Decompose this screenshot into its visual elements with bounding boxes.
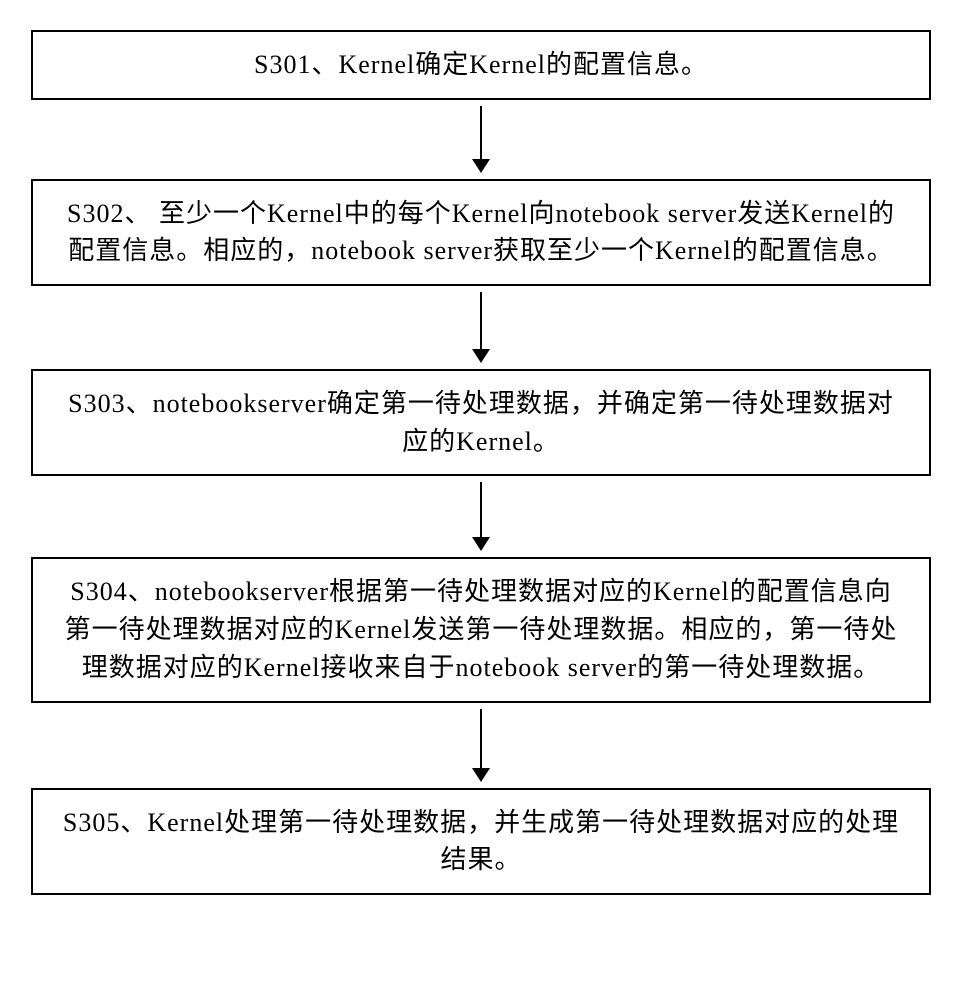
step-box-s304: S304、notebookserver根据第一待处理数据对应的Kernel的配置… — [31, 557, 931, 702]
arrow-icon — [472, 482, 490, 551]
step-text: S304、notebookserver根据第一待处理数据对应的Kernel的配置… — [65, 577, 898, 681]
arrow-line — [480, 106, 482, 160]
arrow-head-icon — [472, 768, 490, 782]
step-box-s302: S302、 至少一个Kernel中的每个Kernel向notebook serv… — [31, 179, 931, 286]
arrow-line — [480, 482, 482, 538]
step-text: S305、Kernel处理第一待处理数据，并生成第一待处理数据对应的处理结果。 — [63, 808, 899, 875]
step-text: S302、 至少一个Kernel中的每个Kernel向notebook serv… — [67, 199, 895, 266]
arrow-line — [480, 709, 482, 769]
step-box-s305: S305、Kernel处理第一待处理数据，并生成第一待处理数据对应的处理结果。 — [31, 788, 931, 895]
step-box-s301: S301、Kernel确定Kernel的配置信息。 — [31, 30, 931, 100]
arrow-head-icon — [472, 537, 490, 551]
step-text: S301、Kernel确定Kernel的配置信息。 — [254, 50, 708, 79]
arrow-icon — [472, 709, 490, 782]
step-text: S303、notebookserver确定第一待处理数据，并确定第一待处理数据对… — [68, 389, 894, 456]
step-box-s303: S303、notebookserver确定第一待处理数据，并确定第一待处理数据对… — [31, 369, 931, 476]
arrow-head-icon — [472, 159, 490, 173]
flowchart: S301、Kernel确定Kernel的配置信息。 S302、 至少一个Kern… — [31, 30, 931, 895]
arrow-icon — [472, 292, 490, 363]
arrow-head-icon — [472, 349, 490, 363]
arrow-icon — [472, 106, 490, 173]
arrow-line — [480, 292, 482, 350]
